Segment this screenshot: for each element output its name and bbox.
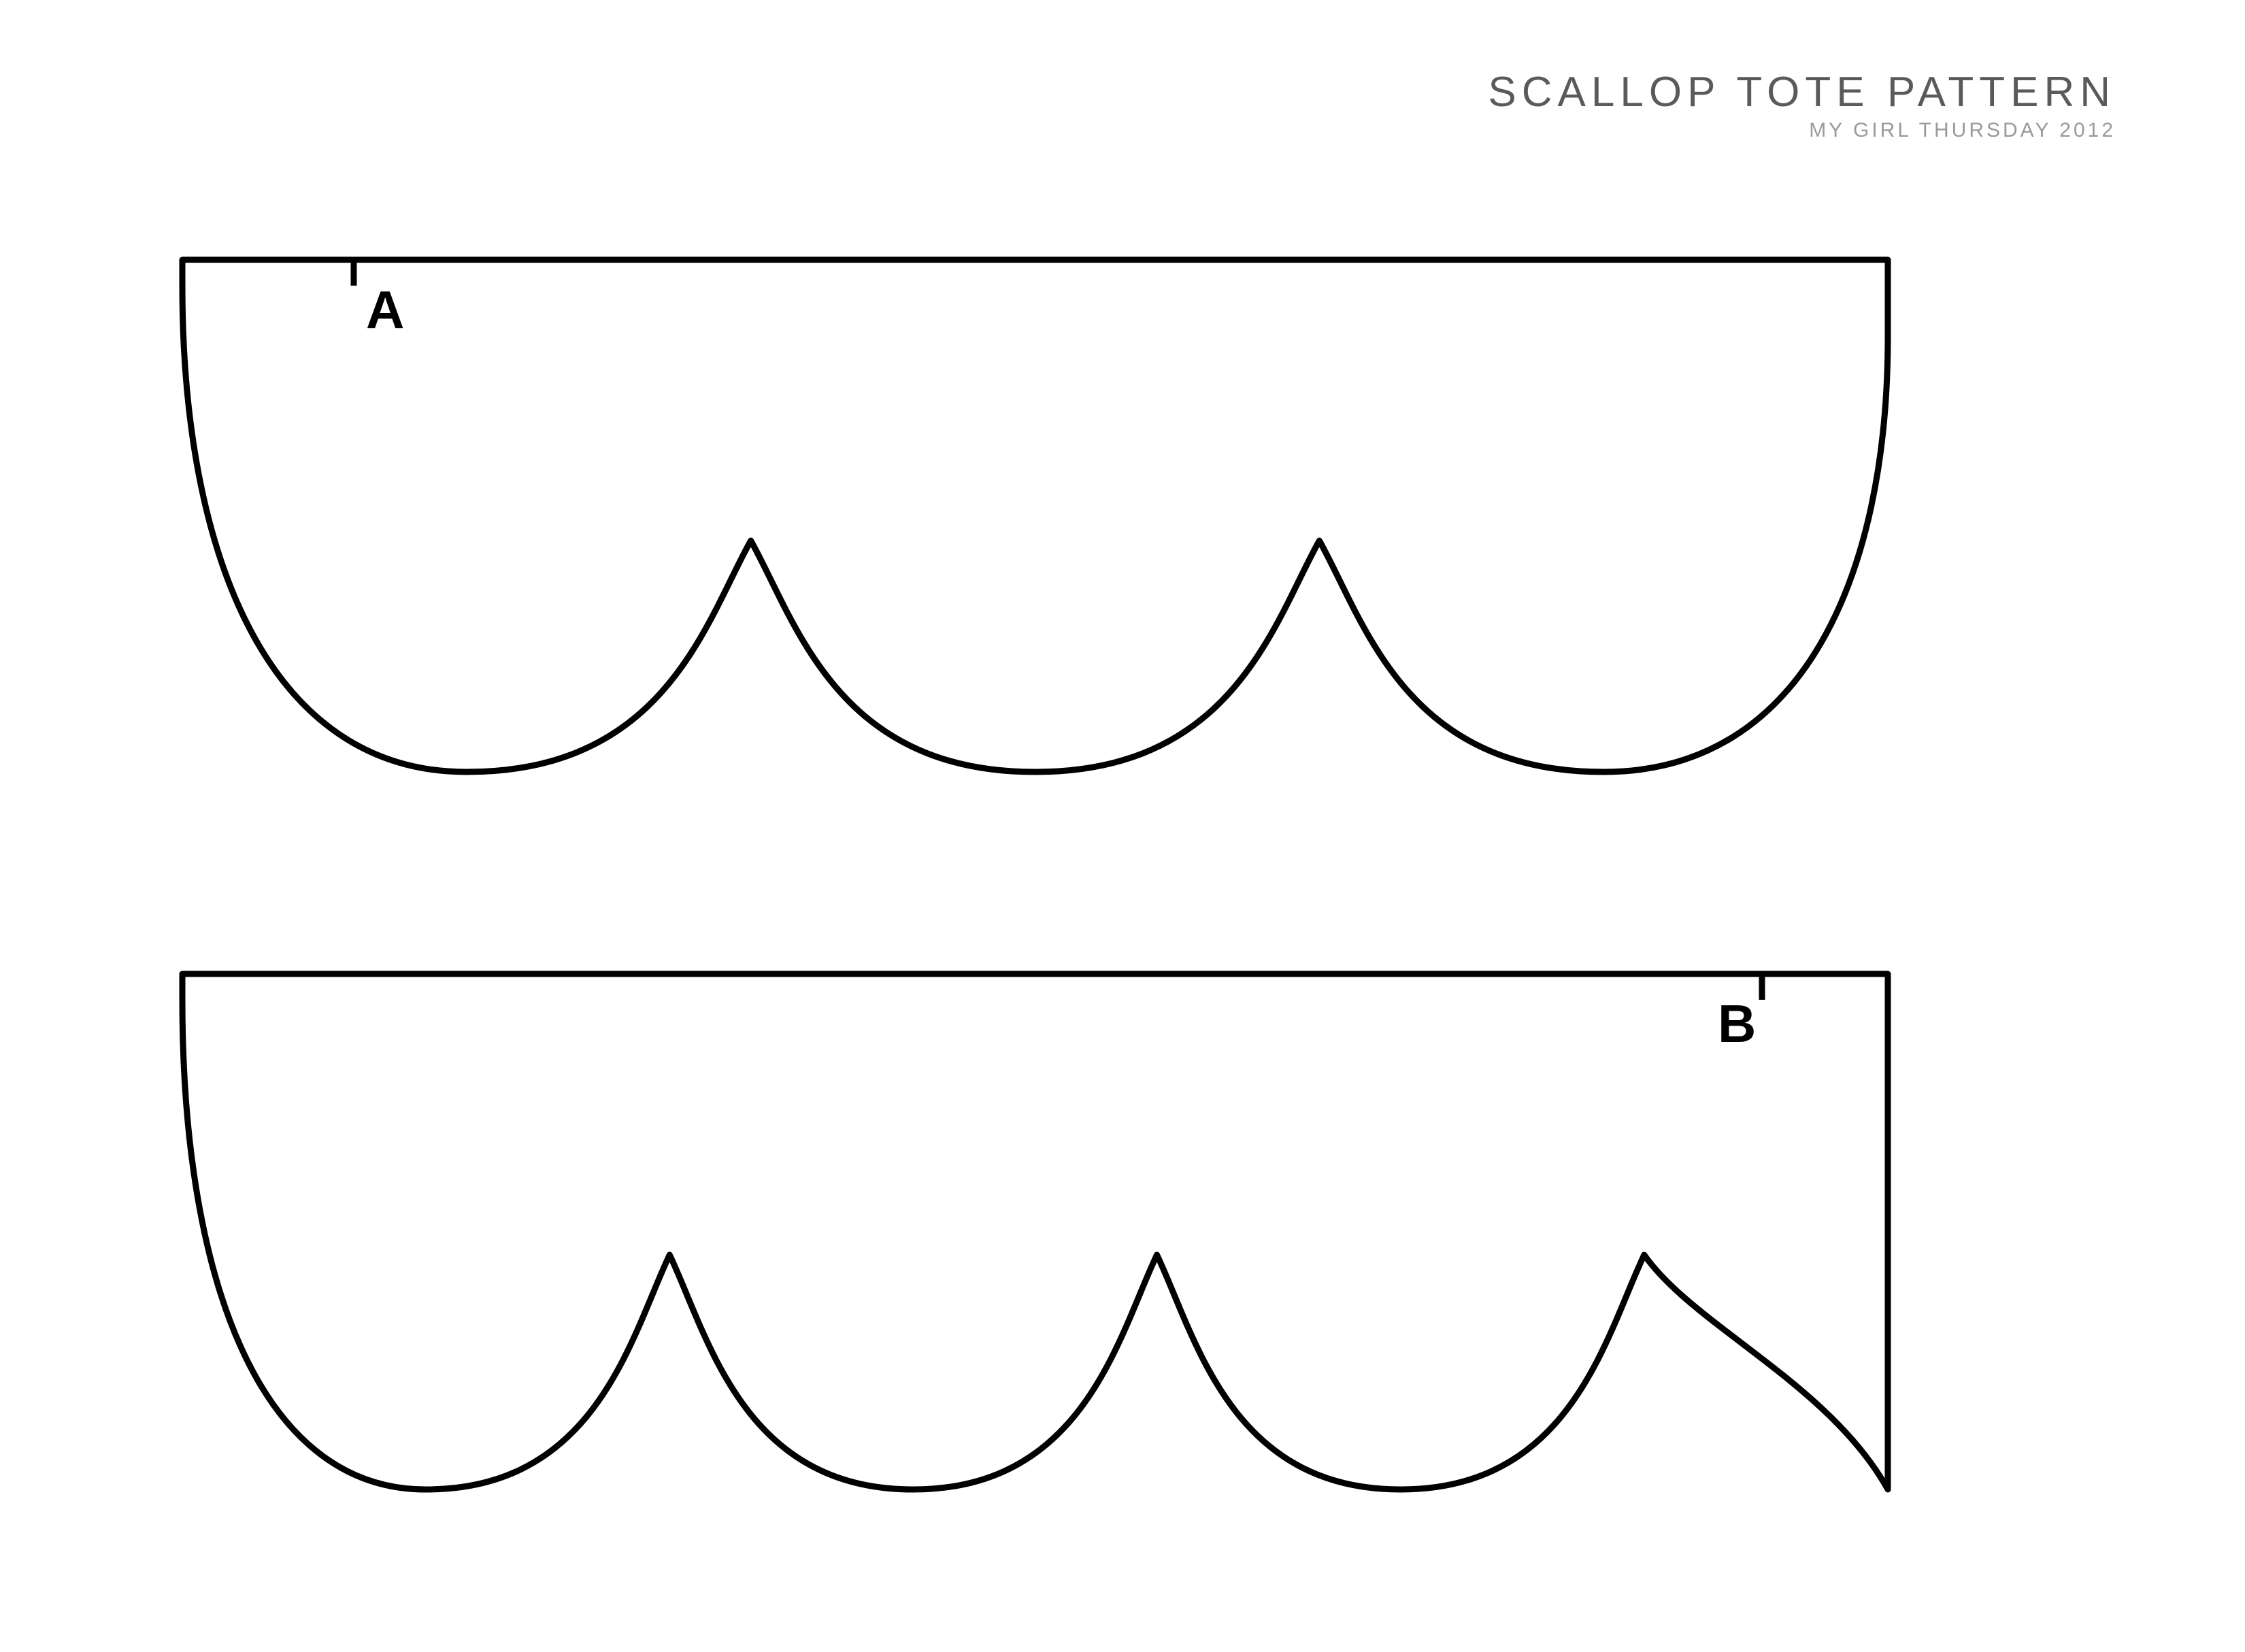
scallop-pattern-b [0,0,2245,1652]
marker-label-b: B [1718,993,1756,1055]
pattern-b-container [0,0,2245,1652]
